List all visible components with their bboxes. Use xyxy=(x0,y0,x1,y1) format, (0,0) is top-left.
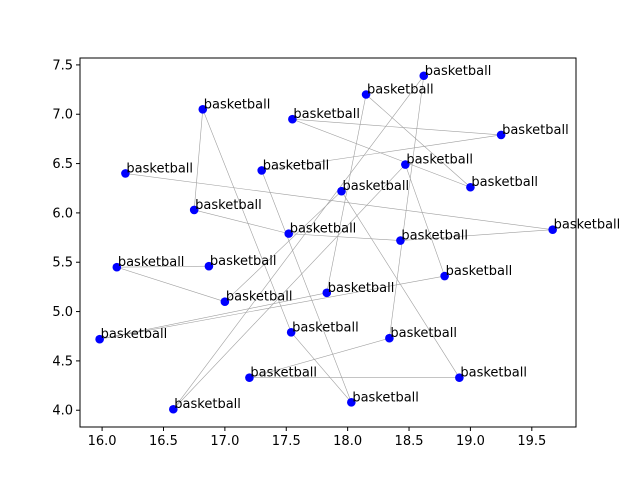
data-point xyxy=(284,229,294,238)
data-labels: basketball basketball basketball basketball… xyxy=(101,64,621,412)
y-tick-label: 4.5 xyxy=(52,354,73,369)
connector-segment xyxy=(400,229,553,241)
point-label: basketball xyxy=(460,366,527,381)
data-point xyxy=(112,262,122,272)
point-label: basketball xyxy=(446,264,513,279)
data-point xyxy=(220,297,230,306)
x-tick-label: 16.0 xyxy=(88,434,117,449)
data-point xyxy=(385,333,394,343)
point-label: basketball xyxy=(290,222,357,237)
connector-segment xyxy=(193,109,204,210)
plot-frame xyxy=(79,57,577,428)
x-tick-label: 17.0 xyxy=(210,434,239,449)
connector-lines xyxy=(99,75,553,410)
data-point xyxy=(95,334,104,344)
point-label: basketball xyxy=(471,175,538,190)
x-tick-label: 19.5 xyxy=(517,434,546,449)
connector-segment xyxy=(341,191,460,378)
point-label: basketball xyxy=(343,179,410,194)
data-point xyxy=(121,169,130,178)
point-label: basketball xyxy=(328,281,395,296)
x-tick-label: 18.0 xyxy=(333,434,362,449)
data-point xyxy=(198,105,208,114)
connector-segment xyxy=(326,94,367,293)
point-label: basketball xyxy=(390,326,457,341)
connector-segment xyxy=(116,266,225,302)
point-label: basketball xyxy=(401,229,468,244)
point-label: basketball xyxy=(250,366,317,381)
connector-segment xyxy=(173,164,406,410)
data-point xyxy=(337,186,346,196)
data-point xyxy=(204,261,214,271)
connector-segment xyxy=(224,190,342,302)
x-axis-ticks: 16.0 16.5 17.0 17.5 18.0 18.5 19.0 19.5 xyxy=(88,427,546,449)
point-label: basketball xyxy=(554,218,621,233)
connector-segment xyxy=(202,109,292,333)
data-point xyxy=(401,160,410,169)
data-point xyxy=(496,130,506,140)
connector-segment xyxy=(288,233,401,241)
connector-segment xyxy=(405,164,445,277)
point-label: basketball xyxy=(406,153,473,168)
data-point xyxy=(347,398,356,407)
connector-segment xyxy=(290,332,352,403)
connector-segment xyxy=(99,292,327,340)
data-point xyxy=(548,225,557,234)
y-tick-label: 7.0 xyxy=(52,108,73,123)
data-point xyxy=(286,327,296,337)
point-label: basketball xyxy=(293,107,360,122)
y-tick-label: 4.0 xyxy=(52,404,73,419)
connector-segment xyxy=(292,118,502,136)
point-label: basketball xyxy=(118,255,185,270)
y-axis-ticks: 4.0 4.5 5.0 5.5 6.0 6.5 7.0 7.5 xyxy=(52,58,80,419)
data-point xyxy=(466,182,475,192)
point-label: basketball xyxy=(204,97,271,112)
y-tick-label: 6.0 xyxy=(52,206,73,221)
data-point xyxy=(361,90,371,99)
point-label: basketball xyxy=(195,198,262,213)
data-point xyxy=(257,166,267,175)
data-point xyxy=(455,373,464,382)
data-point xyxy=(189,205,199,215)
point-label: basketball xyxy=(226,290,293,305)
data-point xyxy=(419,71,429,81)
x-tick-label: 17.5 xyxy=(272,434,301,449)
data-points xyxy=(95,71,557,414)
point-label: basketball xyxy=(174,397,241,412)
point-label: basketball xyxy=(502,123,569,138)
connector-segment xyxy=(389,75,425,339)
connector-segment xyxy=(249,337,390,378)
point-label: basketball xyxy=(352,390,419,405)
connector-segment xyxy=(116,265,209,268)
x-tick-label: 19.0 xyxy=(456,434,485,449)
connector-segment xyxy=(365,94,471,188)
point-label: basketball xyxy=(292,320,359,335)
x-tick-label: 18.5 xyxy=(395,434,424,449)
data-point xyxy=(322,288,332,298)
point-label: basketball xyxy=(101,327,168,342)
data-point xyxy=(396,236,405,245)
connector-segment xyxy=(99,275,445,340)
connector-segment xyxy=(261,170,352,403)
point-label: basketball xyxy=(263,158,330,173)
point-label: basketball xyxy=(425,64,492,79)
y-tick-label: 7.5 xyxy=(52,58,73,73)
point-label: basketball xyxy=(210,254,277,269)
point-label: basketball xyxy=(367,83,434,98)
y-tick-label: 5.0 xyxy=(52,305,73,320)
y-tick-label: 5.5 xyxy=(52,256,73,271)
data-point xyxy=(440,271,449,281)
x-tick-label: 16.5 xyxy=(149,434,178,449)
data-point xyxy=(169,404,178,414)
connector-segment xyxy=(292,118,471,188)
data-point xyxy=(288,114,297,124)
connector-segment xyxy=(173,75,425,410)
connector-segment xyxy=(194,209,289,234)
y-tick-label: 6.5 xyxy=(52,157,73,172)
point-label: basketball xyxy=(126,161,193,176)
data-point xyxy=(245,373,254,382)
connector-segment xyxy=(261,134,502,171)
